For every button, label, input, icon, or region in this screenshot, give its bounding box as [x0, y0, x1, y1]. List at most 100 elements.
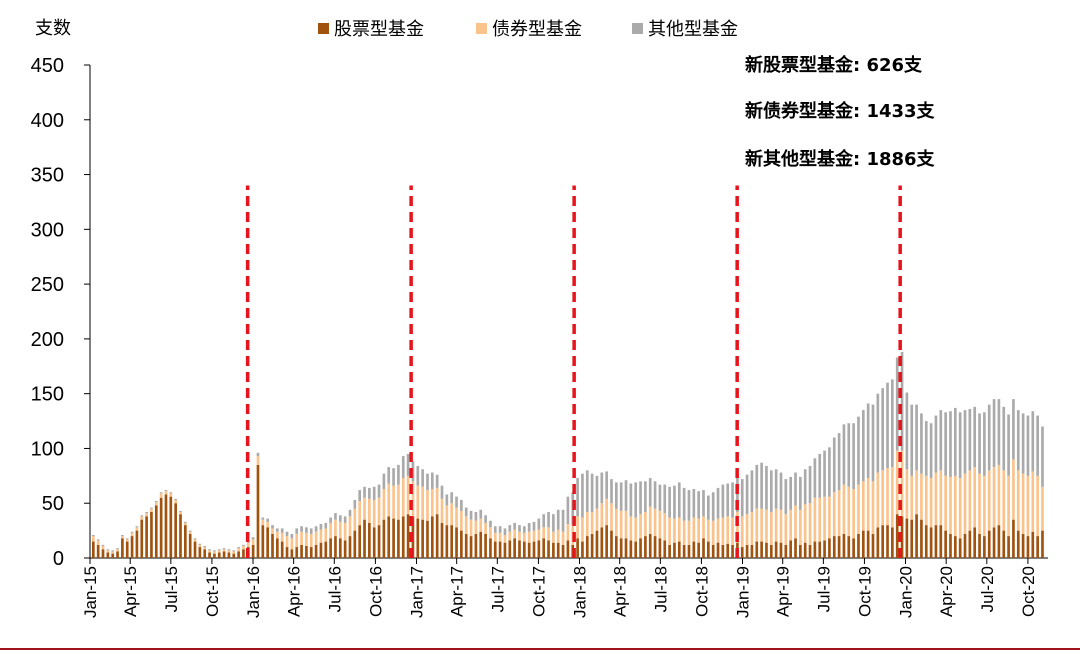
- bar-segment-1: [968, 530, 972, 558]
- bar-segment-2: [779, 509, 783, 543]
- annotation-2: 新债券型基金: 1433支: [745, 100, 936, 122]
- bar-segment-2: [1031, 471, 1035, 532]
- bar-segment-1: [329, 538, 332, 558]
- bar-segment-3: [973, 406, 977, 468]
- legend: 股票型基金 债券型基金 其他型基金: [318, 19, 738, 40]
- bar-segment-3: [745, 474, 749, 515]
- bar-segment-3: [828, 447, 831, 497]
- bar-segment-2: [484, 522, 487, 534]
- bar-segment-1: [837, 536, 841, 558]
- bar-segment-1: [769, 544, 773, 558]
- bar-segment-3: [242, 544, 245, 546]
- bar-segment-2: [489, 527, 492, 539]
- bar-segment-2: [813, 497, 817, 542]
- bar-segment-3: [702, 490, 705, 517]
- bar-segment-2: [866, 478, 870, 531]
- bar-segment-1: [639, 538, 642, 558]
- bar-segment-2: [440, 498, 444, 523]
- bar-segment-2: [305, 532, 308, 546]
- bar-segment-2: [1041, 486, 1044, 531]
- bar-segment-2: [368, 498, 371, 523]
- x-tick-label: Jul-19: [814, 566, 833, 612]
- bar-segment-3: [905, 392, 909, 470]
- bar-segment-1: [319, 542, 323, 558]
- bar-segment-3: [852, 423, 855, 489]
- bar-segment-2: [338, 521, 342, 539]
- x-tick-label: Oct-20: [1019, 566, 1038, 617]
- bar-segment-3: [789, 476, 793, 510]
- bar-segment-1: [682, 544, 686, 558]
- bar-segment-1: [290, 549, 294, 558]
- bar-segment-1: [382, 519, 386, 558]
- bar-segment-3: [184, 521, 187, 523]
- bar-segment-3: [707, 495, 710, 520]
- bar-segment-3: [208, 549, 211, 551]
- bar-segment-3: [697, 491, 700, 519]
- bar-segment-2: [924, 475, 928, 526]
- bar-segment-2: [363, 497, 366, 520]
- bar-segment-1: [958, 538, 962, 558]
- bar-segment-1: [276, 538, 279, 558]
- bar-segment-2: [435, 487, 439, 515]
- bar-segment-3: [334, 513, 337, 520]
- bar-segment-2: [600, 503, 604, 528]
- bar-segment-3: [556, 509, 560, 530]
- bar-segment-2: [445, 505, 449, 526]
- bar-segment-3: [629, 483, 633, 517]
- bar-segment-2: [522, 532, 526, 542]
- bar-segment-3: [363, 486, 366, 498]
- bar-segment-2: [450, 503, 454, 526]
- bar-segment-3: [159, 492, 163, 494]
- bar-segment-2: [934, 472, 938, 526]
- bar-segment-3: [799, 476, 802, 510]
- bar-segment-3: [305, 527, 308, 533]
- bar-segment-2: [619, 510, 623, 539]
- bar-segment-1: [740, 547, 744, 558]
- bar-segment-1: [929, 527, 933, 558]
- bar-segment-1: [154, 505, 158, 558]
- bar-segment-1: [150, 511, 153, 558]
- bar-segment-3: [881, 388, 885, 471]
- bar-segment-2: [290, 538, 294, 550]
- x-axis: Jan-15 Apr-15 Jul-15 Oct-15 Jan-16 Apr-16 Jul-…: [81, 557, 1048, 618]
- bar-segment-3: [731, 482, 734, 518]
- bar-segment-1: [842, 533, 846, 558]
- bar-segment-3: [1012, 399, 1015, 460]
- bar-segment-2: [426, 490, 429, 521]
- bar-segment-1: [145, 516, 148, 558]
- bar-segment-1: [973, 527, 977, 558]
- bar-segment-3: [106, 549, 110, 551]
- bar-segment-1: [271, 533, 274, 558]
- x-tick-label: Jul-15: [162, 566, 181, 612]
- bar-segment-2: [169, 493, 173, 497]
- bar-segment-2: [987, 470, 991, 531]
- bar-segment-1: [881, 525, 885, 558]
- bar-segment-1: [338, 538, 342, 558]
- bar-segment-2: [392, 485, 395, 519]
- bar-segment-3: [750, 470, 754, 512]
- bar-segment-2: [585, 511, 589, 537]
- bar-segment-3: [566, 496, 570, 525]
- bar-segment-3: [639, 481, 642, 515]
- bar-segment-2: [939, 470, 943, 526]
- bar-segment-3: [624, 480, 628, 511]
- y-tick-label: 0: [53, 548, 64, 570]
- bar-segment-3: [232, 550, 236, 552]
- x-tick-label: Jan-20: [897, 566, 916, 618]
- bar-segment-2: [527, 531, 531, 543]
- bar-segment-2: [992, 467, 996, 528]
- bar-segment-2: [983, 475, 986, 537]
- bar-segment-3: [644, 481, 647, 512]
- bar-segment-1: [992, 527, 996, 558]
- bar-segment-1: [527, 542, 531, 558]
- bar-segment-2: [721, 517, 725, 545]
- legend-swatch: [318, 23, 329, 34]
- bar-segment-1: [644, 536, 647, 558]
- bar-segment-2: [1036, 475, 1039, 537]
- bar-segment-1: [707, 541, 710, 558]
- bar-segment-1: [905, 518, 909, 558]
- bar-segment-2: [639, 514, 642, 539]
- bar-segment-1: [542, 538, 546, 558]
- bar-segment-2: [382, 488, 386, 520]
